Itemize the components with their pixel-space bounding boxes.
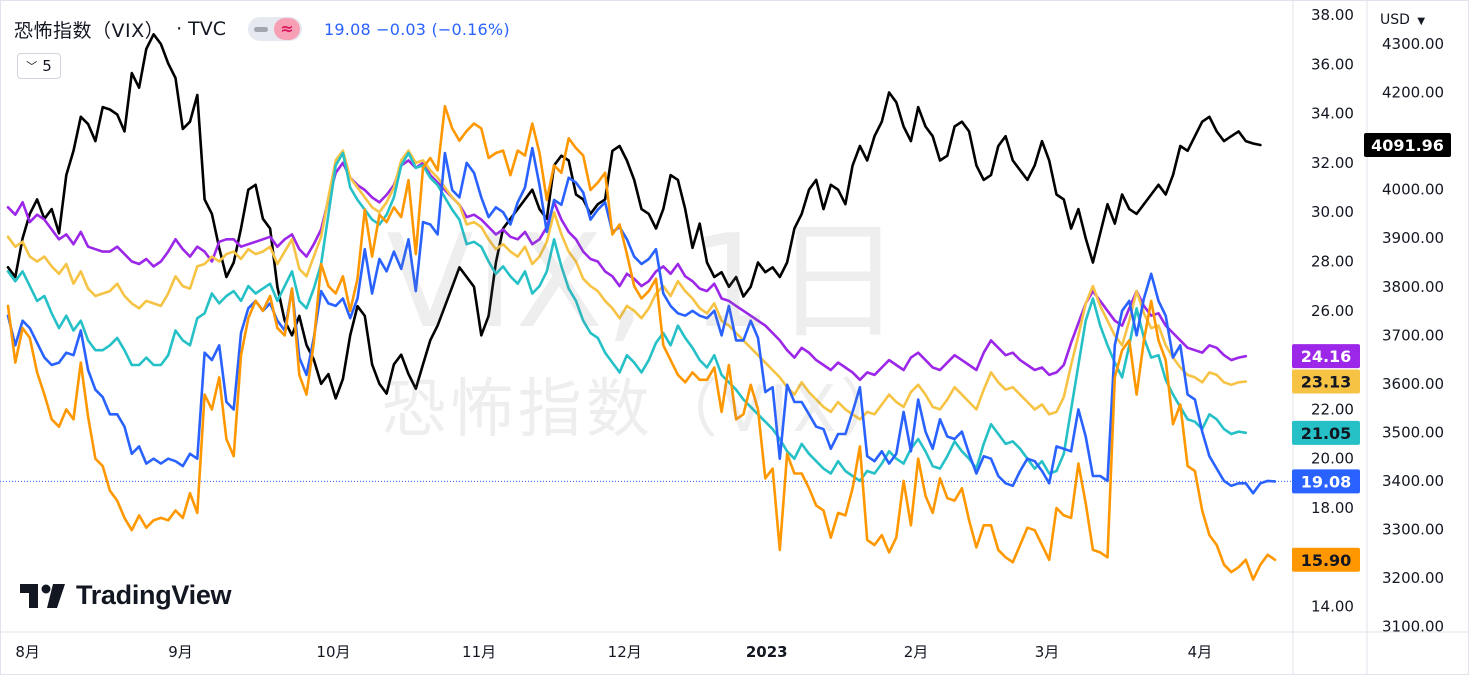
right-axis-tick: 28.00 <box>1311 253 1354 271</box>
price-axis-tick: 3700.00 <box>1382 326 1444 344</box>
price-axis-tick: 3800.00 <box>1382 278 1444 296</box>
price-quote: 19.08 −0.03 (−0.16%) <box>324 19 510 39</box>
chevron-down-icon: ﹀ <box>26 60 38 73</box>
price-axis-tick: 3400.00 <box>1382 472 1444 490</box>
price-axis-tick: 3900.00 <box>1382 229 1444 247</box>
price-axis-tick: 4000.00 <box>1382 181 1444 199</box>
last-value-label: 19.08 <box>1301 472 1352 491</box>
time-axis-tick: 3月 <box>1035 643 1060 661</box>
last-value-badge <box>1292 369 1360 394</box>
price-axis-tick: 3300.00 <box>1382 521 1444 539</box>
last-value-badge <box>1292 469 1360 494</box>
right-axis-tick: 34.00 <box>1311 105 1354 123</box>
series-line-1 <box>6 159 1248 382</box>
last-value-badge <box>1292 420 1360 445</box>
time-axis-tick: 12月 <box>608 643 642 661</box>
last-value-badge <box>1364 133 1451 158</box>
time-axis-tick: 9月 <box>168 643 193 661</box>
time-axis-tick: 2023 <box>746 643 788 661</box>
time-axis-tick: 4月 <box>1188 643 1213 661</box>
visibility-toggle[interactable]: ≈ <box>248 17 303 41</box>
indicators-collapse-button[interactable]: ﹀ 5 <box>17 53 61 79</box>
symbol-title[interactable]: 恐怖指数（VIX） <box>14 19 165 42</box>
currency-selector[interactable]: USD ▼ <box>1380 12 1425 28</box>
price-axis-tick: 4300.00 <box>1382 35 1444 53</box>
series-line-0 <box>6 33 1262 400</box>
time-axis-tick: 2月 <box>904 643 929 661</box>
right-axis-tick: 36.00 <box>1311 55 1354 73</box>
time-axis-tick: 8月 <box>15 643 40 661</box>
tradingview-logo[interactable]: TradingView <box>20 580 232 611</box>
last-value-label: 4091.96 <box>1371 136 1444 155</box>
series-line-4 <box>6 146 1277 495</box>
price-axis-tick: 4200.00 <box>1382 84 1444 102</box>
tradingview-mark-icon <box>20 583 65 608</box>
last-value-label: 21.05 <box>1301 424 1352 443</box>
series-line-5 <box>6 104 1277 581</box>
exchange-source: TVC <box>188 18 227 40</box>
time-axis-tick: 10月 <box>316 643 350 661</box>
series-line-2 <box>6 149 1248 421</box>
right-axis-tick: 38.00 <box>1311 6 1354 24</box>
eye-hidden-icon[interactable] <box>254 26 269 32</box>
right-axis-tick: 32.00 <box>1311 154 1354 172</box>
right-axis-tick: 14.00 <box>1311 598 1354 616</box>
currency-label: USD <box>1380 12 1410 28</box>
chevron-down-icon: ▼ <box>1417 16 1426 27</box>
indicator-count: 5 <box>42 57 52 75</box>
last-value-label: 23.13 <box>1301 373 1352 392</box>
right-axis-tick: 20.00 <box>1311 450 1354 468</box>
right-axis-tick: 26.00 <box>1311 302 1354 320</box>
last-value-label: 24.16 <box>1301 347 1352 366</box>
time-axis-tick: 11月 <box>462 643 496 661</box>
approx-icon[interactable]: ≈ <box>274 18 301 40</box>
last-value-label: 15.90 <box>1301 551 1352 570</box>
price-axis-tick: 3200.00 <box>1382 569 1444 587</box>
last-value-badge <box>1292 547 1360 572</box>
right-axis-tick: 22.00 <box>1311 400 1354 418</box>
price-axis-tick: 3100.00 <box>1382 618 1444 636</box>
right-axis-tick: 18.00 <box>1311 499 1354 517</box>
legend-header: 恐怖指数（VIX） · TVC ≈ 19.08 −0.03 (−0.16%) <box>14 16 510 42</box>
right-axis-tick: 30.00 <box>1311 203 1354 221</box>
price-axis-tick: 3600.00 <box>1382 375 1444 393</box>
last-value-badge <box>1292 344 1360 369</box>
series-line-3 <box>6 151 1248 483</box>
title-separator: · <box>176 18 183 40</box>
logo-wordmark: TradingView <box>76 580 232 610</box>
price-axis-tick: 3500.00 <box>1382 423 1444 441</box>
